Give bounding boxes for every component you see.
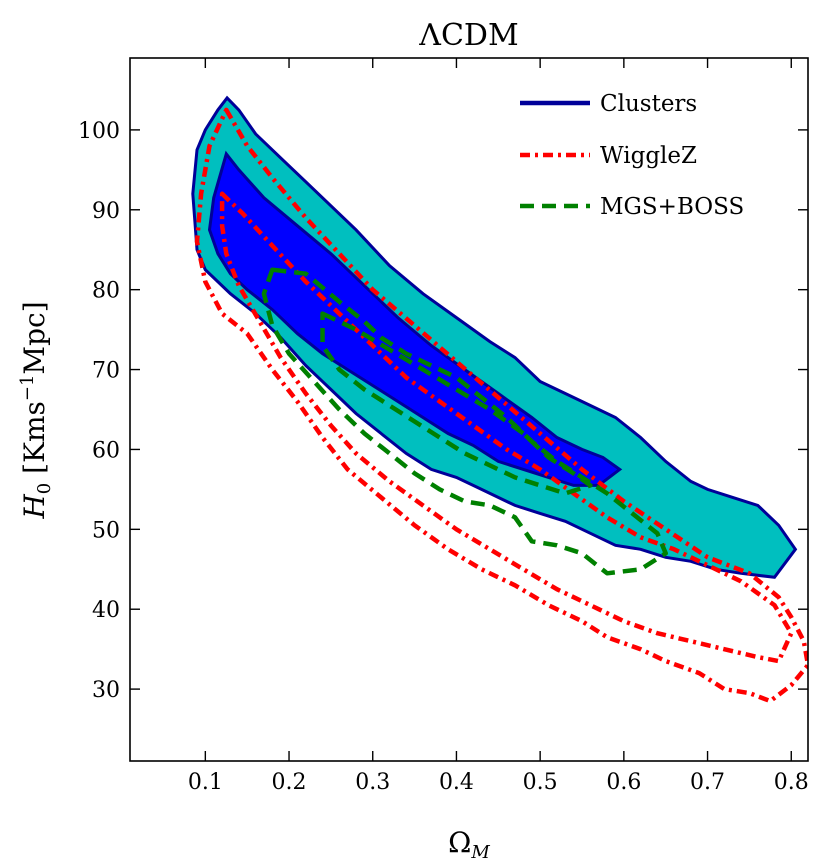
clusters-1sigma-fill xyxy=(207,150,623,487)
axis-ticks xyxy=(130,58,808,761)
x-tick-label: 0.8 xyxy=(774,770,809,795)
y-axis-subscript: 0 xyxy=(34,483,55,494)
y-tick-label: 100 xyxy=(78,119,120,144)
legend: Clusters WiggleZ MGS+BOSS xyxy=(520,91,744,220)
x-axis-subscript: M xyxy=(470,842,490,863)
contour-lines xyxy=(194,107,808,704)
x-tick-label: 0.3 xyxy=(355,770,390,795)
legend-label-wigglez: WiggleZ xyxy=(600,143,697,169)
x-tick-label: 0.7 xyxy=(690,770,725,795)
y-tick-label: 30 xyxy=(92,678,120,703)
y-axis-symbol: H xyxy=(18,494,51,520)
tick-labels: 0.1 0.2 0.3 0.4 0.5 0.6 0.7 0.8 30 40 50 60 70 80 90 10… xyxy=(78,119,809,795)
legend-label-mgs-boss: MGS+BOSS xyxy=(600,194,744,220)
x-tick-label: 0.6 xyxy=(606,770,641,795)
legend-label-clusters: Clusters xyxy=(600,91,697,117)
y-tick-label: 60 xyxy=(92,438,120,463)
x-axis-symbol: Ω xyxy=(448,826,471,859)
x-axis-title: ΩM xyxy=(448,826,490,863)
mgs-boss-1sigma-contour xyxy=(320,311,593,496)
y-axis-units-prefix: [Kms xyxy=(18,401,51,474)
x-tick-label: 0.5 xyxy=(523,770,558,795)
x-tick-label: 0.2 xyxy=(272,770,307,795)
chart-title: ΛCDM xyxy=(418,18,518,53)
y-axis-units-suffix: Mpc] xyxy=(18,301,51,374)
y-axis-title: H0 [Kms−1Mpc] xyxy=(17,301,55,519)
wigglez-2sigma-contour xyxy=(194,107,808,704)
mgs-boss-2sigma-contour xyxy=(261,267,668,576)
y-tick-label: 50 xyxy=(92,518,120,543)
x-tick-label: 0.4 xyxy=(439,770,474,795)
y-tick-label: 40 xyxy=(92,598,120,623)
plot-frame xyxy=(129,57,809,762)
y-axis-units-superscript: −1 xyxy=(17,375,38,402)
y-tick-label: 70 xyxy=(92,359,120,384)
x-tick-label: 0.1 xyxy=(188,770,223,795)
y-tick-label: 80 xyxy=(92,279,120,304)
y-tick-label: 90 xyxy=(92,199,120,224)
